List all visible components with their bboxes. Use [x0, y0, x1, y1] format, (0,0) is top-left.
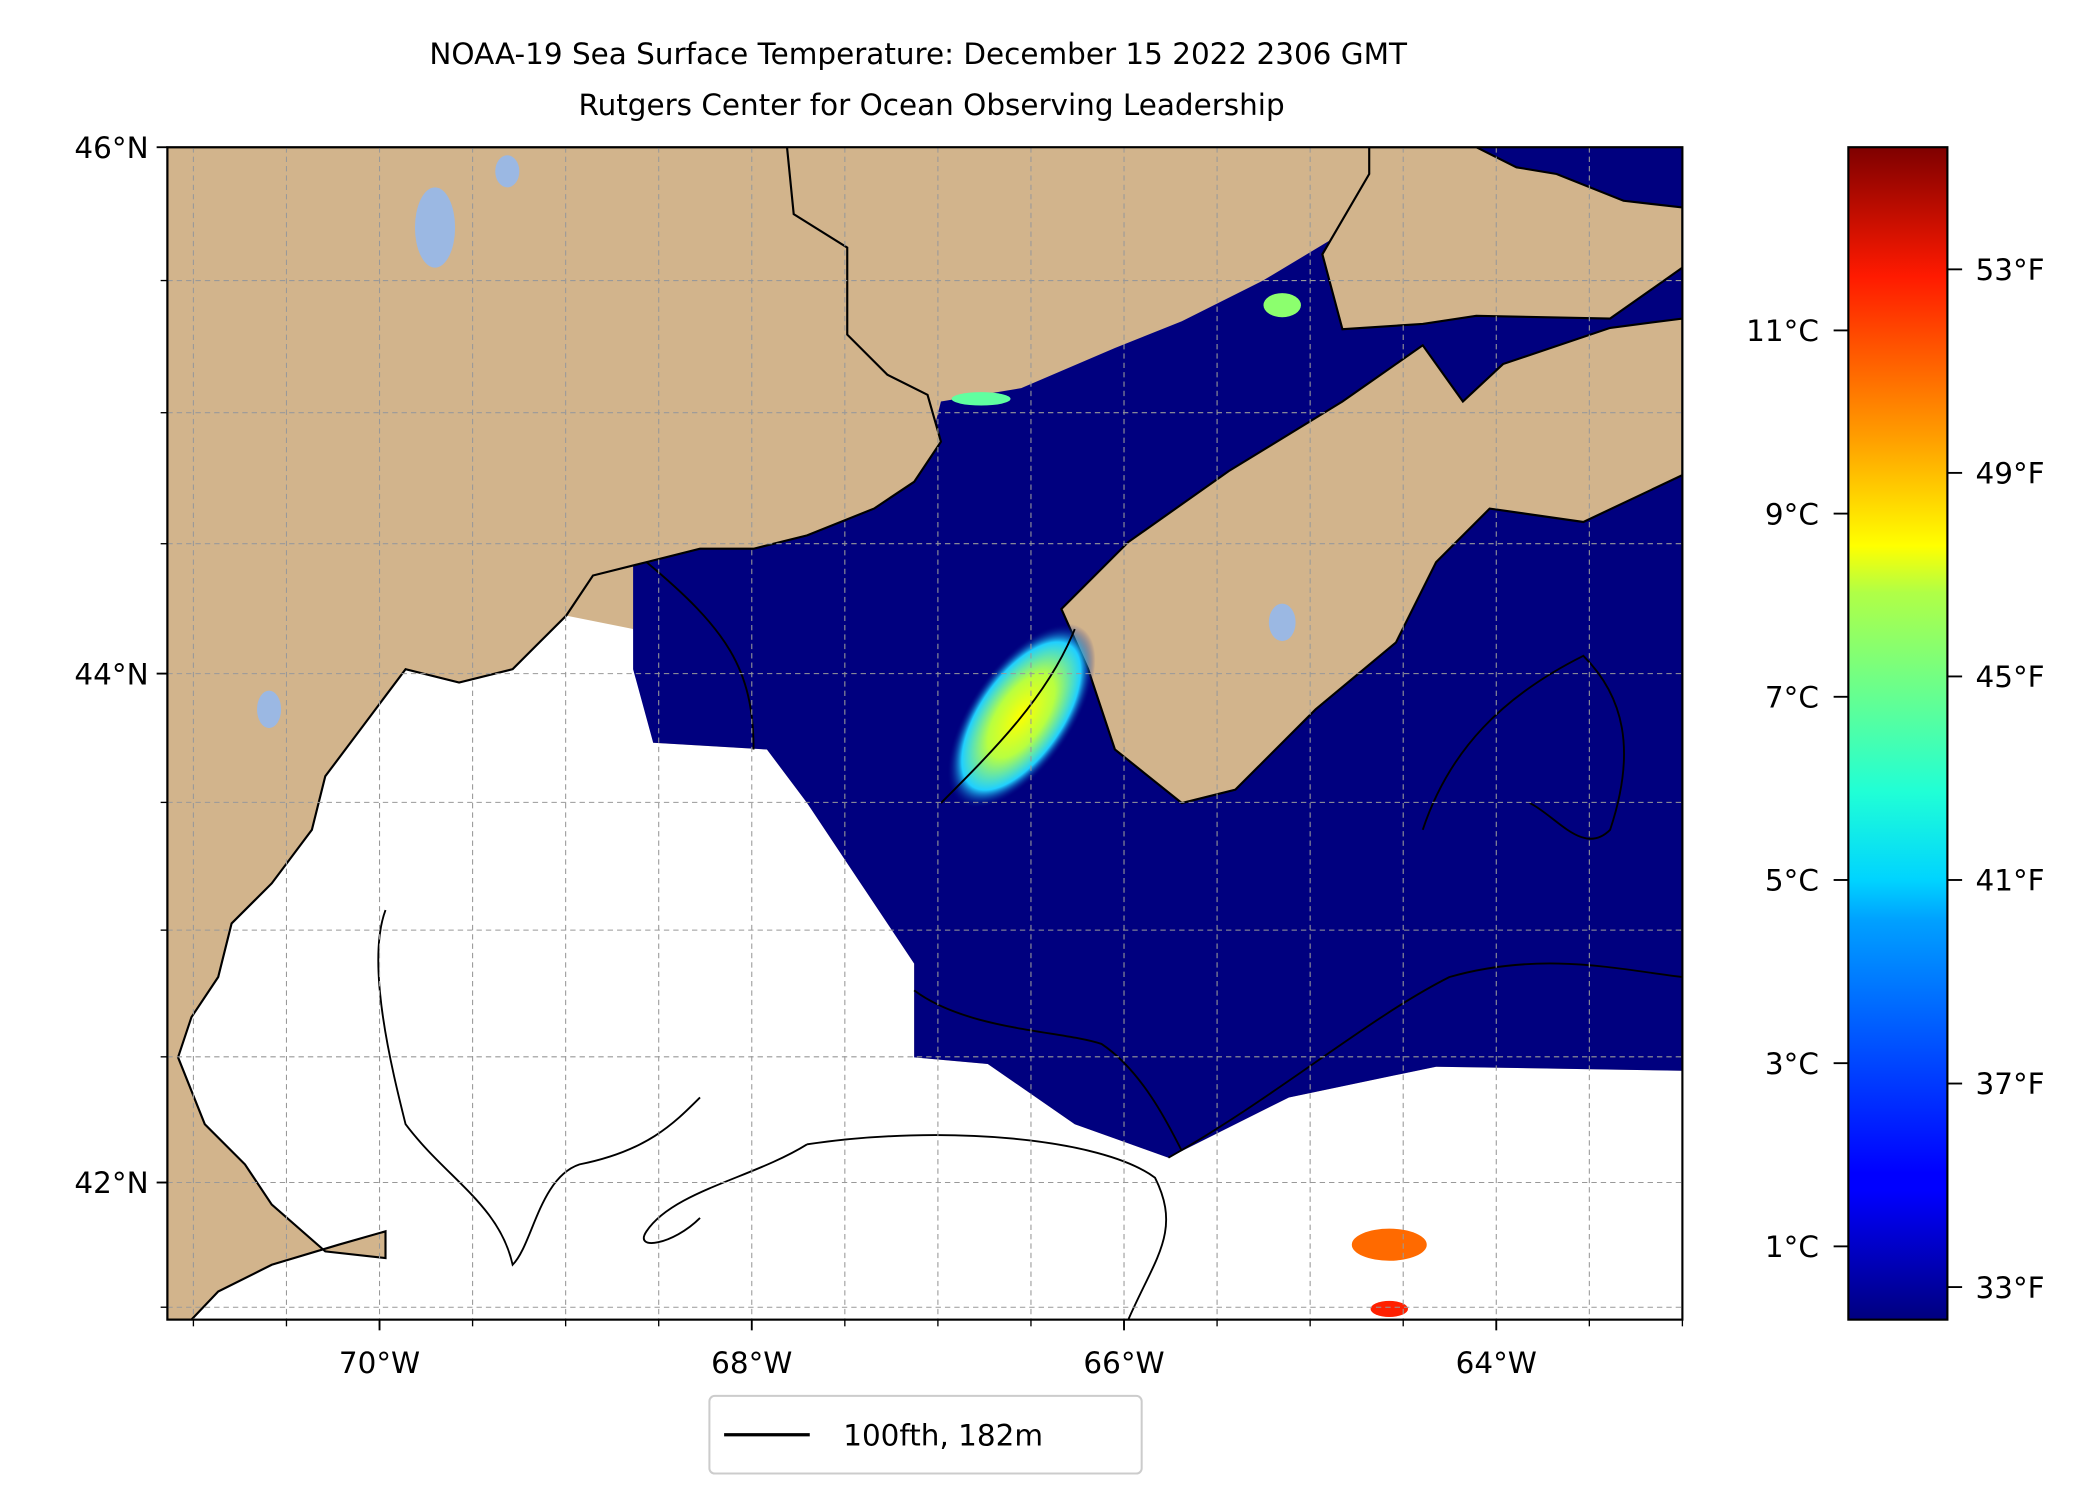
x-tick-label: 64°W	[1456, 1346, 1537, 1380]
legend-box	[708, 1394, 1143, 1475]
colorbar-fahrenheit-label: 33°F	[1975, 1271, 2044, 1305]
warm-water-patch	[951, 392, 1011, 406]
colorbar: 11°C 9°C 7°C 5°C 3°C 1°C 53°F 49°F 45°F 41°F 37°F 3…	[1746, 146, 2045, 1321]
no-data-region	[167, 615, 1683, 1320]
land-new-brunswick-east	[1321, 147, 1683, 331]
axis-ticks: 70°W 68°W 66°W 64°W 46°N 44°N 42°N	[74, 131, 1684, 1380]
colorbar-celsius-label: 5°C	[1765, 864, 1819, 898]
lake	[257, 690, 282, 729]
bathymetry-contours	[377, 561, 1683, 1320]
map-frame	[166, 146, 1684, 1321]
lake	[1268, 603, 1296, 642]
colorbar-fahrenheit-label: 53°F	[1975, 253, 2044, 287]
colorbar-celsius-label: 3°C	[1765, 1047, 1819, 1081]
chart-subtitle: Rutgers Center for Ocean Observing Leade…	[578, 88, 1284, 122]
y-tick-label: 42°N	[74, 1166, 148, 1200]
colorbar-celsius-label: 9°C	[1765, 497, 1819, 531]
warm-water-patch	[1351, 1228, 1427, 1261]
legend-label: 100fth, 182m	[843, 1418, 1043, 1452]
colorbar-fahrenheit-label: 45°F	[1975, 660, 2044, 694]
lake	[414, 187, 456, 268]
warm-water-patch	[1370, 1300, 1409, 1317]
chart-title: NOAA-19 Sea Surface Temperature: Decembe…	[429, 37, 1408, 71]
colorbar-fahrenheit-label: 49°F	[1975, 457, 2044, 491]
lake	[495, 155, 520, 188]
colorbar-fahrenheit-label: 41°F	[1975, 864, 2044, 898]
colorbar-celsius-label: 11°C	[1746, 314, 1819, 348]
gridlines	[167, 147, 1683, 1320]
x-tick-label: 68°W	[711, 1346, 792, 1380]
land-new-england	[167, 147, 943, 1320]
warm-water-patch	[1263, 293, 1301, 318]
y-tick-label: 46°N	[74, 131, 148, 165]
y-tick-label: 44°N	[74, 657, 148, 691]
legend: 100fth, 182m	[708, 1394, 1143, 1475]
colorbar-gradient	[1847, 146, 1949, 1321]
colorbar-fahrenheit-label: 37°F	[1975, 1067, 2044, 1101]
map-area	[167, 147, 1683, 1320]
x-tick-label: 66°W	[1083, 1346, 1164, 1380]
colorbar-celsius-label: 1°C	[1765, 1230, 1819, 1264]
colorbar-celsius-label: 7°C	[1765, 681, 1819, 715]
x-tick-label: 70°W	[339, 1346, 420, 1380]
